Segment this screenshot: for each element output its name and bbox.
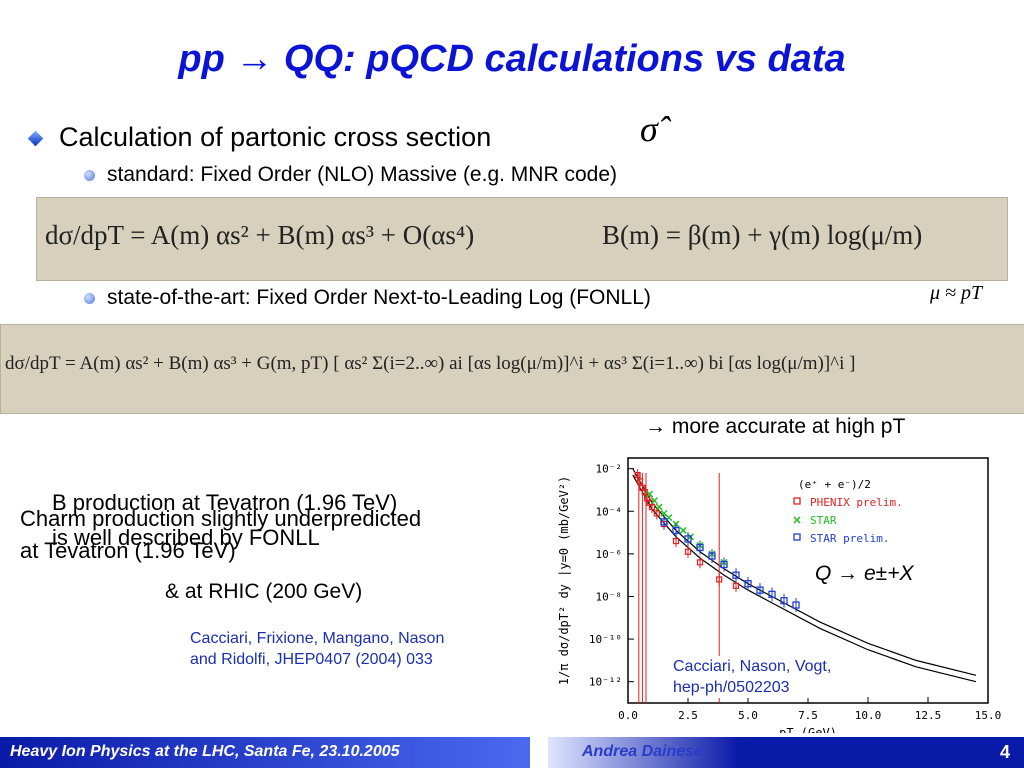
x-tick-label: 7.5 [798, 709, 818, 722]
x-tick-label: 0.0 [618, 709, 638, 722]
y-tick-label: 10⁻⁸ [596, 590, 623, 603]
data-point-star [650, 497, 658, 505]
x-tick-label: 15.0 [975, 709, 1002, 722]
y-tick-label: 10⁻⁶ [596, 548, 623, 561]
cross-section-chart: 0.0 2.5 5.0 7.5 10.0 12.5 15.0 10⁻² 10⁻⁴ 10⁻⁶ 10⁻⁸… [557, 457, 1002, 738]
data-point-star [679, 526, 687, 534]
equation-fonll: dσ/dpT = A(m) αs² + B(m) αs³ + G(m, pT) … [5, 353, 856, 374]
reference-cnv-line1: Cacciari, Nason, Vogt, [673, 658, 832, 675]
reference-fonll-line1: Cacciari, Frixione, Mangano, Nason [190, 630, 445, 647]
y-tick-label: 10⁻⁴ [596, 505, 623, 518]
data-point-star [655, 503, 663, 511]
legend-label: STAR [810, 514, 837, 527]
y-tick-label: 10⁻² [596, 463, 623, 476]
sigma-hat: σ̂ [640, 109, 658, 149]
equation-nlo-panel: dσ/dpT = A(m) αs² + B(m) αs³ + O(αs⁴) B(… [36, 197, 1008, 281]
charm-production-line2: at Tevatron (1.96 TeV) [20, 538, 236, 563]
x-tick-label: 10.0 [855, 709, 882, 722]
round-bullet-icon [84, 169, 95, 181]
y-axis-label: 1/π dσ/dpT² dy |y=0 (mb/GeV²) [557, 476, 571, 686]
x-tick-label: 12.5 [915, 709, 942, 722]
legend-label: STAR prelim. [810, 532, 889, 545]
slide-title: pp → QQ: pQCD calculations vs data [178, 38, 846, 80]
data-point-star [646, 490, 654, 498]
page-number: 4 [1000, 742, 1011, 762]
bullet-main-text: Calculation of partonic cross section [59, 122, 492, 152]
y-tick-label: 10⁻¹⁰ [589, 633, 622, 646]
mu-approx-pt: μ ≈ pT [930, 282, 983, 304]
footer-bar-left [0, 737, 530, 768]
b-production-line2: is well described by FONLL [52, 525, 320, 550]
reference-fonll-line2: and Ridolfi, JHEP0407 (2004) 033 [190, 651, 433, 668]
bullet-main: Calculation of partonic cross section [27, 122, 492, 153]
x-tick-label: 5.0 [738, 709, 758, 722]
sub-bullet-fonll-text: state-of-the-art: Fixed Order Next-to-Le… [107, 286, 651, 309]
y-tick-label: 10⁻¹² [589, 676, 622, 689]
sub-bullet-standard-text: standard: Fixed Order (NLO) Massive (e.g… [107, 163, 617, 186]
equation-fonll-panel: dσ/dpT = A(m) αs² + B(m) αs³ + G(m, pT) … [0, 324, 1024, 414]
footer-bar-right [548, 737, 1024, 768]
reference-cnv-line2: hep-ph/0502203 [673, 679, 790, 696]
diamond-bullet-icon [27, 131, 44, 147]
legend-marker-star [793, 516, 801, 524]
q-decay-label: Q → e±+X [815, 562, 914, 585]
reference-fonll: Cacciari, Frixione, Mangano, Nason and R… [190, 628, 444, 670]
round-bullet-icon [84, 292, 95, 304]
b-production-line1: B production at Tevatron (1.96 TeV) [52, 490, 398, 515]
rhic-note: & at RHIC (200 GeV) [165, 580, 363, 603]
legend-marker [793, 497, 801, 505]
charm-production-line1: Charm production slightly underpredicted [20, 506, 422, 531]
x-tick-label: 2.5 [678, 709, 698, 722]
more-accurate-note: → more accurate at high pT [645, 415, 906, 438]
sub-bullet-fonll: state-of-the-art: Fixed Order Next-to-Le… [84, 286, 651, 310]
reference-cnv: Cacciari, Nason, Vogt, hep-ph/0502203 [673, 656, 832, 698]
equation-nlo: dσ/dpT = A(m) αs² + B(m) αs³ + O(αs⁴) [45, 220, 475, 250]
footer-author: Andrea Dainese [582, 743, 703, 760]
legend-label: PHENIX prelim. [810, 496, 903, 509]
equation-b-of-m: B(m) = β(m) + γ(m) log(μ/m) [602, 220, 923, 250]
sub-bullet-standard: standard: Fixed Order (NLO) Massive (e.g… [84, 163, 617, 187]
legend-marker [793, 533, 801, 541]
footer-event: Heavy Ion Physics at the LHC, Santa Fe, … [10, 743, 400, 760]
legend-title: (e⁺ + e⁻)/2 [798, 478, 871, 491]
